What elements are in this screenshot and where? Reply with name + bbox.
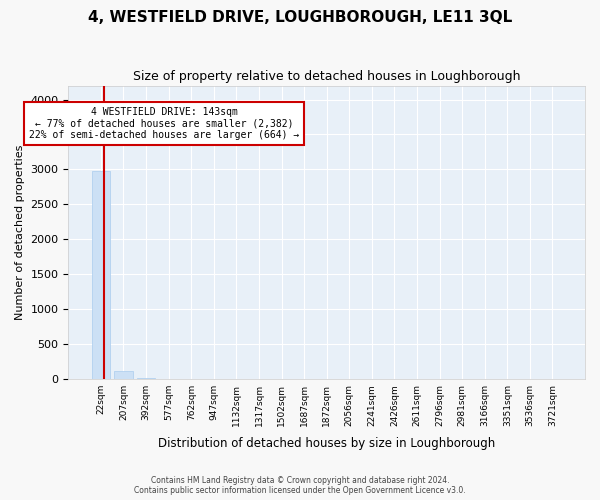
Text: 4 WESTFIELD DRIVE: 143sqm
← 77% of detached houses are smaller (2,382)
22% of se: 4 WESTFIELD DRIVE: 143sqm ← 77% of detac…: [29, 106, 299, 140]
Text: 4, WESTFIELD DRIVE, LOUGHBOROUGH, LE11 3QL: 4, WESTFIELD DRIVE, LOUGHBOROUGH, LE11 3…: [88, 10, 512, 25]
Bar: [92, 171, 110, 379]
X-axis label: Distribution of detached houses by size in Loughborough: Distribution of detached houses by size …: [158, 437, 496, 450]
Text: Contains HM Land Registry data © Crown copyright and database right 2024.
Contai: Contains HM Land Registry data © Crown c…: [134, 476, 466, 495]
Title: Size of property relative to detached houses in Loughborough: Size of property relative to detached ho…: [133, 70, 520, 83]
Bar: [137, 378, 155, 379]
Y-axis label: Number of detached properties: Number of detached properties: [15, 144, 25, 320]
Bar: [115, 370, 133, 379]
